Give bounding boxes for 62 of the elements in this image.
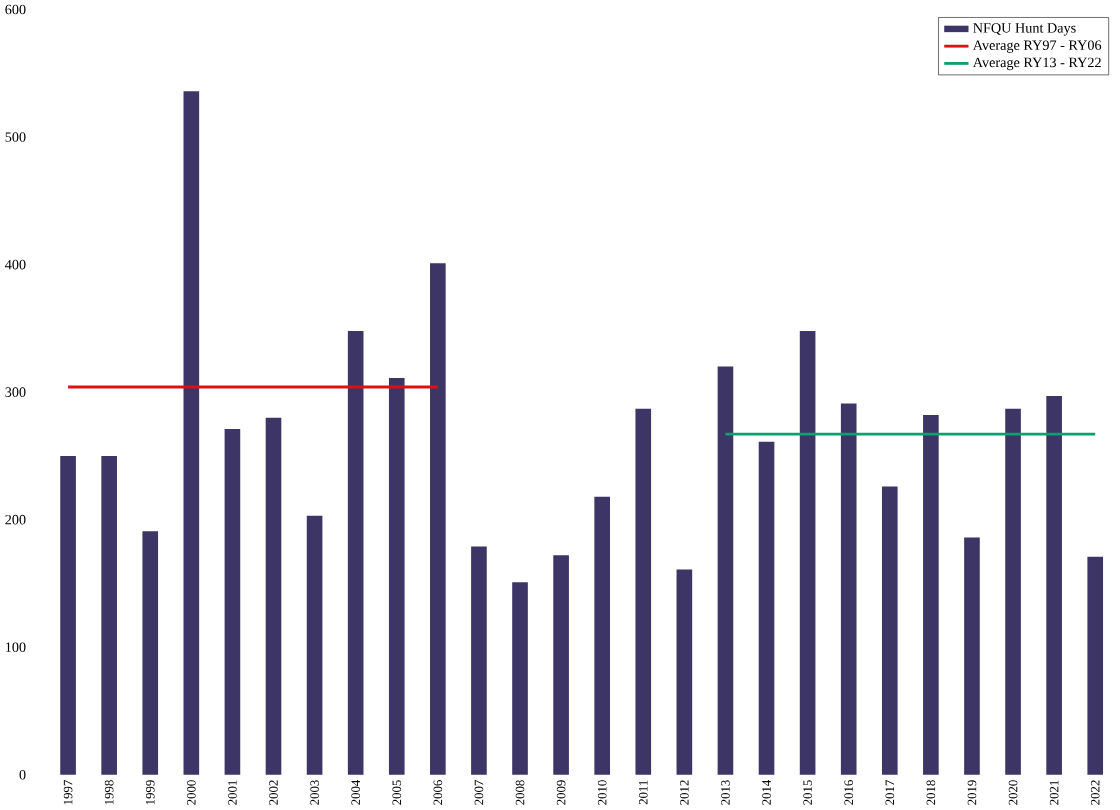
x-tick-label: 2002 — [269, 780, 278, 805]
x-tick-label: 2018 — [926, 780, 936, 805]
x-tick-label: 2017 — [885, 780, 895, 805]
y-tick-label: 500 — [5, 132, 26, 142]
y-tick-label: 400 — [5, 259, 26, 270]
x-tick-label: 2009 — [556, 780, 566, 805]
bar — [635, 408, 652, 775]
y-tick-label: 200 — [5, 514, 26, 525]
x-tick-label: 2010 — [597, 780, 607, 805]
y-tick-label: 100 — [6, 642, 26, 652]
x-tick-label: 2004 — [351, 779, 360, 805]
bar — [101, 455, 117, 775]
x-tick-label: 1997 — [63, 780, 73, 805]
bar — [265, 417, 282, 775]
x-tick-label: 2007 — [474, 780, 484, 805]
bar — [1005, 408, 1021, 775]
bar — [224, 429, 241, 775]
x-tick-label: 2000 — [187, 780, 196, 805]
x-tick-label: 2005 — [392, 780, 402, 805]
x-tick-label: 2015 — [803, 780, 812, 805]
bar — [60, 455, 76, 775]
bar — [430, 263, 446, 775]
y-tick-label: 300 — [5, 387, 26, 397]
bar — [881, 486, 898, 775]
bar — [840, 403, 857, 775]
bar — [142, 531, 159, 775]
x-tick-label: 2019 — [967, 780, 977, 805]
x-tick-label: 1998 — [104, 780, 114, 805]
bar — [758, 441, 775, 775]
bar — [1087, 556, 1104, 775]
bar — [717, 366, 734, 775]
bar — [306, 515, 323, 775]
x-tick-label: 2021 — [1049, 780, 1059, 805]
x-tick-label: 2003 — [310, 780, 319, 805]
bar — [1046, 395, 1062, 775]
x-tick-label: 2022 — [1090, 780, 1100, 805]
bar — [347, 330, 364, 775]
x-tick-label: 2016 — [844, 780, 854, 805]
x-tick-label: 1999 — [145, 780, 155, 805]
bar — [471, 546, 487, 775]
y-tick-label: 600 — [5, 4, 26, 15]
x-tick-label: 2008 — [515, 780, 525, 805]
bar — [923, 415, 939, 775]
x-tick-label: 2020 — [1008, 780, 1018, 805]
x-tick-label: 2011 — [638, 780, 648, 805]
bar — [183, 91, 200, 775]
x-tick-label: 2006 — [433, 780, 443, 805]
x-tick-label: 2001 — [228, 780, 237, 805]
bar — [553, 555, 569, 775]
x-tick-label: 2013 — [721, 780, 730, 805]
legend-label: Average RY13 - RY22 — [972, 57, 1101, 71]
x-tick-label: 2012 — [680, 780, 689, 805]
bar — [594, 496, 610, 775]
y-tick-label: 0 — [19, 769, 26, 780]
bar — [964, 537, 980, 775]
x-tick-label: 2014 — [762, 779, 771, 805]
legend-label: Average RY97 - RY06 — [972, 40, 1102, 53]
bar — [799, 330, 816, 775]
bar — [512, 582, 528, 775]
bar — [388, 378, 405, 775]
legend-label: NFQU Hunt Days — [973, 23, 1076, 36]
bar — [676, 569, 693, 775]
